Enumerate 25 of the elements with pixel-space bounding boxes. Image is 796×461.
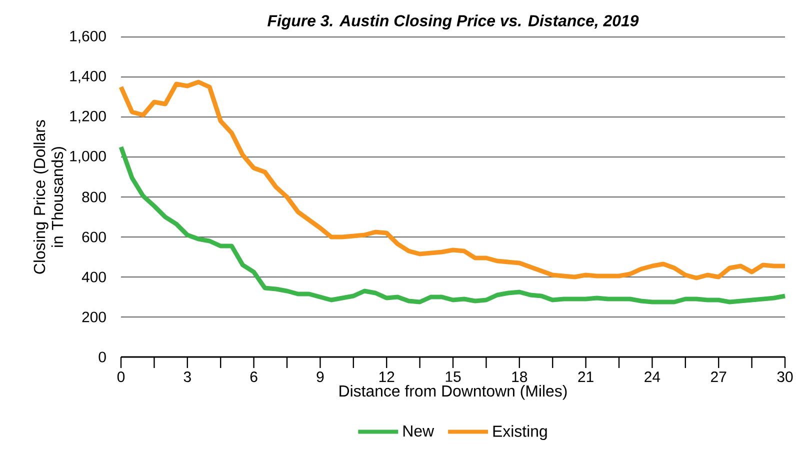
x-tick-label: 12 [379, 372, 394, 382]
x-tick-label: 24 [644, 372, 660, 382]
x-axis-title: Distance from Downtown (Miles) [340, 384, 567, 400]
x-tick-label: 15 [446, 372, 461, 382]
x-tick-label: 9 [316, 372, 324, 382]
y-tick-label: 1,000 [70, 150, 106, 164]
y-tick-label: 1,200 [70, 110, 106, 124]
x-tick-label: 3 [184, 372, 191, 382]
y-tick-label: 1,400 [70, 70, 106, 84]
x-tick-label: 27 [711, 372, 726, 382]
y-tick-label: 800 [82, 192, 106, 202]
x-tick-label: 30 [777, 372, 793, 382]
x-tick-label: 0 [117, 372, 125, 382]
x-tick-label: 21 [578, 372, 594, 382]
y-tick-label: 1,600 [70, 30, 106, 44]
chart-title: Figure 3. Austin Closing Price vs. Distance, 2019 [268, 14, 639, 30]
y-tick-label: 200 [82, 312, 106, 322]
x-tick-label: 18 [512, 372, 528, 382]
x-tick-label: 6 [250, 372, 258, 382]
y-axis-title: Closing Price (Dollars in Thousands) [33, 120, 66, 274]
y-tick-label: 600 [82, 232, 106, 242]
legend-label: New [403, 425, 434, 437]
y-tick-label: 400 [82, 272, 106, 282]
y-tick-label: 0 [98, 352, 106, 362]
legend-label: Existing [493, 425, 547, 440]
